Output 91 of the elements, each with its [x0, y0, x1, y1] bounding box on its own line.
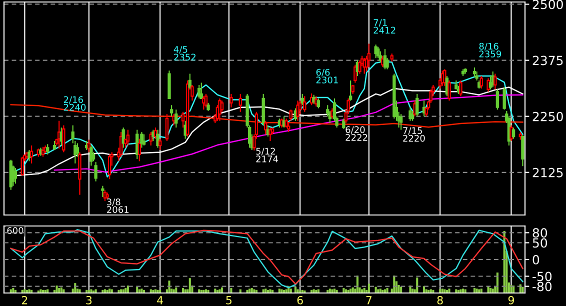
candlestick — [486, 78, 490, 92]
x-tick-label: 5 — [226, 296, 232, 304]
bar — [218, 289, 221, 293]
candlestick — [268, 127, 272, 142]
annotation: 5/12 2174 — [256, 148, 278, 162]
candlestick — [521, 134, 524, 167]
y-tick-label: 2125 — [532, 168, 563, 178]
candlestick — [200, 82, 203, 99]
annotation: 6/20 2222 — [346, 126, 368, 141]
bar — [487, 286, 490, 293]
y-tick-label: 2375 — [532, 56, 563, 66]
bar — [156, 290, 159, 293]
x-tick-label: 4 — [157, 296, 163, 304]
bar — [269, 289, 272, 293]
candlestick — [502, 86, 506, 110]
candlestick — [472, 66, 476, 78]
candlestick — [204, 93, 208, 108]
candlestick — [408, 106, 412, 122]
candlestick — [358, 60, 362, 74]
candlestick — [230, 93, 233, 108]
bar — [188, 278, 191, 293]
candlestick — [264, 120, 268, 135]
bar — [448, 288, 450, 293]
bar — [368, 284, 370, 293]
candlestick — [316, 98, 320, 109]
x-tick-label: 9 — [508, 296, 514, 304]
candlestick — [289, 109, 292, 122]
candlestick — [443, 68, 446, 86]
candlestick — [238, 93, 242, 112]
y-tick-label: 80 — [532, 228, 548, 238]
candlestick — [218, 98, 222, 122]
y-tick-label: 2500 — [532, 0, 563, 10]
candlestick — [512, 127, 516, 140]
x-tick-label: 7 — [366, 296, 372, 304]
candlestick — [376, 46, 380, 59]
x-tick-label: 2 — [22, 296, 28, 304]
candlestick — [496, 88, 500, 110]
annotation: 8/16 2359 — [479, 42, 502, 58]
candlestick — [126, 129, 130, 146]
bar — [510, 284, 512, 293]
bar — [409, 286, 412, 293]
x-tick-label: 8 — [437, 296, 443, 304]
candlestick — [367, 43, 371, 68]
bar — [118, 290, 120, 293]
candlestick — [459, 80, 462, 97]
y-tick-label: 2250 — [532, 112, 563, 122]
candlestick — [494, 73, 497, 90]
candlestick — [158, 138, 162, 151]
candlestick — [296, 100, 300, 122]
y-tick-label: -80 — [532, 282, 552, 292]
annotation: 7/15 2220 — [403, 127, 425, 142]
candlestick — [510, 124, 513, 142]
bar — [230, 288, 232, 293]
annotation: 4/5 2352 — [174, 46, 196, 61]
y-tick-label: 0 — [532, 254, 540, 264]
candlestick — [399, 114, 403, 130]
candlestick — [198, 84, 201, 99]
bar — [347, 290, 350, 293]
candlestick — [448, 80, 451, 102]
bar — [207, 290, 210, 293]
candlestick — [90, 144, 93, 166]
candlestick — [188, 73, 192, 90]
bar — [168, 280, 170, 293]
candlestick — [220, 100, 224, 112]
bar — [460, 289, 462, 293]
candlestick — [142, 134, 146, 146]
candlestick — [101, 185, 104, 198]
bar — [296, 289, 299, 293]
y-tick-label: -50 — [532, 272, 552, 282]
bar — [106, 290, 108, 293]
annotation: 7/1 2412 — [374, 19, 396, 34]
annotation: 2/16 2240 — [64, 96, 86, 111]
annotation: 6/6 2301 — [316, 68, 338, 84]
x-tick-label: 3 — [86, 296, 92, 304]
candlestick — [342, 118, 346, 130]
x-tick-label: 6 — [297, 296, 303, 304]
candlestick — [174, 109, 178, 128]
candlestick — [410, 110, 414, 122]
bar — [398, 284, 400, 293]
candlestick — [416, 93, 419, 117]
candlestick — [94, 162, 98, 182]
annotation: 600 — [7, 227, 24, 234]
candlestick — [108, 154, 112, 180]
candlestick — [170, 104, 174, 117]
candlestick — [354, 64, 357, 84]
candlestick — [488, 75, 492, 90]
candlestick — [165, 114, 169, 142]
candlestick — [156, 129, 160, 148]
annotation: 3/8 2061 — [107, 198, 129, 214]
candlestick — [138, 138, 141, 162]
y-tick-label: 50 — [532, 238, 548, 248]
